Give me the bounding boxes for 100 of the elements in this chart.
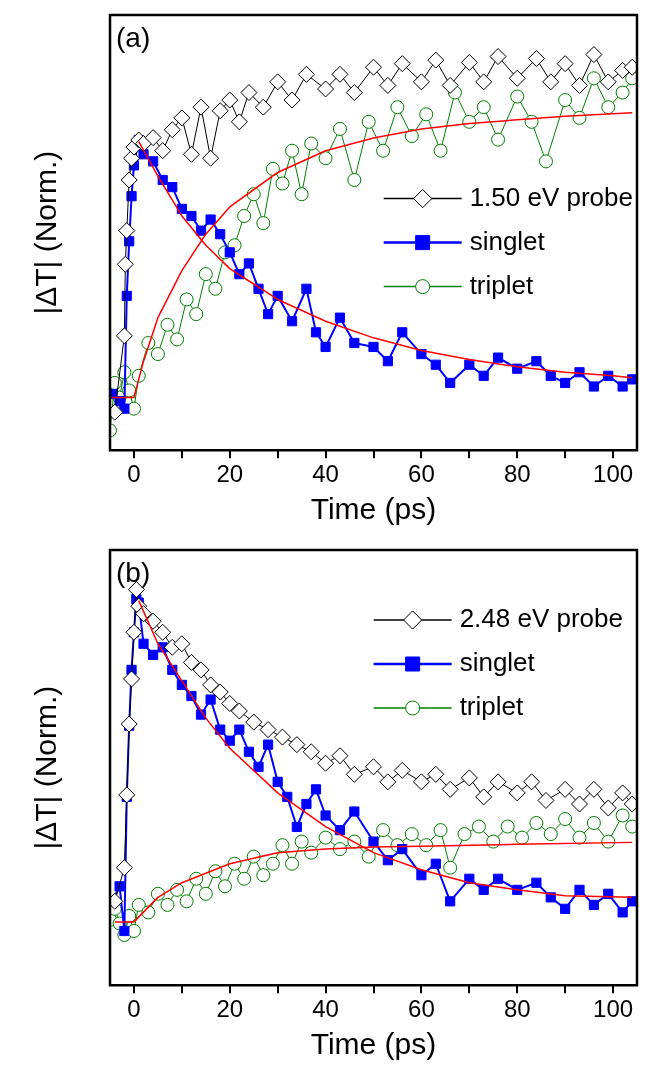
x-tick-label: 60	[408, 460, 435, 488]
x-axis-title: Time (ps)	[310, 1027, 437, 1061]
point	[586, 815, 601, 830]
point	[215, 229, 226, 240]
point	[123, 670, 141, 688]
x-tick-label: 40	[312, 460, 339, 488]
point	[208, 281, 223, 296]
point	[189, 307, 204, 322]
point	[531, 356, 542, 367]
point	[529, 815, 544, 830]
point	[430, 858, 441, 869]
x-tick-label: 20	[216, 460, 244, 488]
point	[491, 132, 506, 147]
point	[118, 786, 136, 804]
x-tick-label: 80	[503, 460, 531, 488]
point	[558, 93, 573, 108]
point	[361, 114, 376, 129]
point	[349, 337, 360, 349]
x-tick-label: 80	[503, 995, 531, 1023]
point	[397, 327, 408, 338]
point	[118, 222, 136, 240]
point	[531, 877, 542, 888]
point	[275, 176, 290, 191]
point	[237, 208, 252, 223]
point	[588, 899, 599, 910]
point	[560, 903, 571, 914]
point	[318, 830, 333, 845]
point	[167, 182, 178, 193]
point	[198, 886, 213, 901]
point	[256, 868, 271, 883]
point	[361, 849, 376, 864]
point	[419, 107, 434, 122]
x-tick-label: 0	[127, 995, 141, 1023]
point	[558, 812, 573, 827]
point	[457, 827, 472, 842]
point	[224, 735, 235, 746]
point	[627, 896, 637, 907]
point	[160, 897, 175, 912]
point	[588, 381, 599, 392]
point	[443, 860, 458, 875]
point	[464, 359, 475, 370]
x-tick-label: 100	[593, 460, 634, 488]
point	[404, 827, 419, 842]
point	[285, 856, 300, 871]
point	[560, 377, 571, 389]
point	[285, 143, 300, 158]
point	[627, 374, 637, 385]
point	[120, 171, 138, 189]
point	[433, 143, 448, 158]
point	[376, 823, 391, 838]
point	[310, 784, 322, 795]
point	[234, 724, 245, 735]
point	[294, 187, 309, 202]
point	[115, 327, 133, 345]
point	[478, 370, 489, 381]
x-tick-label: 0	[127, 460, 141, 488]
point	[150, 347, 165, 362]
point	[263, 739, 274, 750]
point	[301, 798, 312, 810]
point	[310, 327, 322, 338]
point	[615, 808, 630, 823]
point	[125, 623, 143, 641]
point	[617, 381, 628, 392]
point	[265, 856, 280, 871]
point	[195, 225, 207, 236]
point	[217, 879, 232, 894]
point	[237, 871, 252, 886]
point	[173, 635, 191, 653]
point	[500, 819, 515, 834]
point	[256, 216, 271, 231]
point	[138, 638, 149, 649]
point	[332, 121, 347, 136]
point	[243, 258, 255, 269]
point	[148, 649, 159, 660]
point	[349, 806, 360, 817]
point	[538, 154, 553, 169]
point	[205, 214, 216, 225]
point	[120, 715, 138, 733]
point	[224, 247, 235, 258]
point	[253, 761, 264, 772]
point	[119, 925, 130, 937]
legend-label: triplet	[459, 691, 524, 722]
point	[492, 352, 504, 363]
legend-label: 2.48 eV probe	[459, 603, 624, 634]
point	[115, 859, 133, 877]
point	[586, 71, 601, 86]
y-axis-title: |ΔT| (Norm.)	[29, 150, 63, 315]
point	[390, 100, 405, 115]
legend-label: singlet	[459, 647, 536, 678]
point	[263, 309, 274, 320]
point	[205, 694, 216, 705]
point	[445, 377, 456, 389]
point	[572, 830, 587, 845]
point	[320, 341, 331, 353]
x-tick-label: 60	[408, 995, 435, 1023]
point	[179, 894, 194, 909]
x-axis-title: Time (ps)	[310, 492, 437, 526]
point	[318, 151, 333, 166]
point	[478, 884, 489, 895]
text: (a)	[116, 21, 151, 53]
